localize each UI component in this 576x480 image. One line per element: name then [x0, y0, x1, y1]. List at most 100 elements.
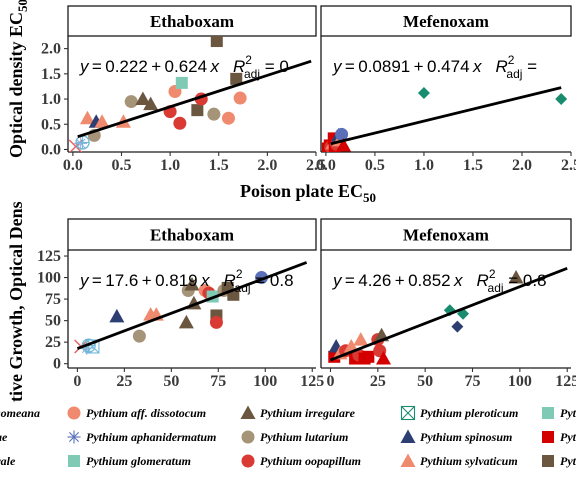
legend-entry: Pythiu	[542, 454, 576, 468]
facet-strip-label: Mefenoxam	[403, 12, 489, 31]
x-tick-label: 75	[465, 373, 481, 390]
legend-label: Pythium spinosum	[420, 430, 512, 444]
regression-line	[76, 261, 308, 350]
data-point	[210, 36, 223, 48]
x-tick-label: 0.0	[316, 157, 336, 174]
data-point	[417, 86, 430, 99]
data-point	[336, 137, 352, 152]
top-y-axis-title: Optical density EC50	[6, 0, 30, 158]
x-tick-label: 1.5	[209, 157, 229, 174]
data-point	[221, 111, 235, 125]
x-tick-label: 0.5	[111, 157, 131, 174]
x-tick-label: 0	[326, 373, 334, 390]
y-tick-label: 75	[45, 291, 61, 308]
x-tick-label: 50	[417, 373, 433, 390]
legend-label: Pythium pleroticum	[420, 406, 518, 420]
top-y-axis-title-main: Optical density EC	[6, 12, 26, 158]
legend-entry: Pythium	[542, 406, 576, 420]
legend-entry: ae	[0, 430, 8, 444]
x-tick-label: 125	[555, 373, 576, 390]
facet-strip	[67, 218, 317, 251]
legend-label: Pythium irregulare	[260, 406, 356, 420]
bottom-y-axis-title: tive Growth, Optical Dens	[6, 201, 26, 402]
x-tick-label: 2.0	[512, 157, 532, 174]
data-point	[555, 93, 568, 106]
data-point	[209, 315, 223, 329]
legend-label: Pythium aphanidermatum	[86, 430, 216, 444]
y-tick-label: 1.5	[41, 66, 61, 83]
data-point	[79, 110, 95, 125]
legend-key	[400, 405, 416, 421]
legend-label: rale	[0, 454, 16, 468]
data-point	[184, 276, 200, 291]
legend-key	[67, 406, 81, 420]
x-tick-label: 100	[508, 373, 532, 390]
legend-entry: Pythium lutarium	[241, 430, 348, 444]
regression-equation: y = 0.222 + 0.624 x R2 adj = 0	[79, 53, 289, 81]
y-tick-label: 2.0	[41, 41, 61, 58]
panel-bottom-ethaboxam: Ethaboxam 0 25 50 75 100 125 0 25 50 75 100 125 y = 1…	[37, 218, 324, 390]
x-tick-label: 25	[116, 373, 132, 390]
panel-bottom-mefenoxam: Mefenoxam 0 25 50 75 100 125 y = 4.26 + 0.852 x…	[320, 218, 576, 390]
data-point	[233, 91, 247, 105]
data-point	[124, 95, 138, 109]
legend-key	[400, 453, 416, 467]
facet-strip	[320, 5, 572, 37]
data-point	[135, 91, 151, 106]
data-point	[362, 350, 375, 363]
data-point	[451, 320, 464, 333]
legend-label: Pythium aff. dissotocum	[86, 406, 206, 420]
legend-entry: Pythium sylvaticum	[400, 453, 518, 468]
panel-top-ethaboxam: Ethaboxam 0.0 0.5 1.0 1.5 2.0 2.5 0.0 0.5 1.0 1.5 2…	[41, 5, 326, 174]
legend: someana Pythium aff. dissotocum Pythium ir…	[0, 405, 576, 468]
data-point	[75, 135, 90, 150]
data-point	[353, 332, 369, 346]
legend-key	[68, 455, 80, 467]
data-point	[173, 116, 187, 130]
x-tick-label: 2.5	[306, 157, 326, 174]
legend-label: Pythium oopapillum	[260, 454, 361, 468]
regression-line	[329, 266, 568, 362]
legend-label: someana	[0, 406, 40, 420]
facet-strip-label: Ethaboxam	[150, 12, 234, 31]
legend-entry: Pythium oopapillum	[241, 454, 361, 468]
x-tick-label: 1.5	[463, 157, 483, 174]
legend-key	[542, 407, 554, 419]
legend-entry: Pythium pleroticum	[400, 405, 518, 421]
data-point	[109, 308, 125, 323]
x-tick-label: 25	[370, 373, 386, 390]
x-tick-label: 0.0	[63, 157, 83, 174]
legend-key	[241, 430, 255, 444]
legend-key	[67, 430, 81, 444]
regression-equation: y = 17.6 + 0.819 x R2 adj = 0.8	[79, 267, 294, 295]
x-tick-label: 100	[253, 373, 277, 390]
legend-key	[542, 431, 554, 443]
x-tick-label: 1.0	[160, 157, 180, 174]
x-tick-label: 125	[300, 373, 324, 390]
legend-key	[240, 405, 256, 419]
data-point	[207, 107, 221, 121]
legend-key	[542, 455, 554, 467]
top-x-axis-title-sub: 50	[363, 190, 376, 205]
legend-entry: Pythium glomeratum	[68, 454, 191, 468]
data-point	[175, 76, 188, 89]
data-point	[230, 72, 243, 85]
facet-strip-label: Mefenoxam	[403, 226, 489, 245]
regression-equation: y = 4.26 + 0.852 x R2 adj = 0.8	[332, 267, 547, 295]
x-tick-label: 0.5	[365, 157, 385, 174]
legend-entry: Pythium aphanidermatum	[67, 430, 216, 444]
facet-strip-label: Ethaboxam	[150, 226, 234, 245]
legend-key	[241, 454, 255, 468]
facet-strip	[320, 218, 572, 251]
y-tick-label: 100	[37, 270, 61, 287]
legend-label: Pythium lutarium	[260, 430, 348, 444]
legend-entry: rale	[0, 454, 16, 468]
y-tick-label: 0.0	[41, 141, 61, 158]
panel-top-mefenoxam: Mefenoxam 0.0 0.5 1.0 1.5 2.0 2.5 y = 0.0891 + …	[316, 5, 576, 174]
data-point	[178, 314, 194, 329]
regression-equation: y = 0.0891 + 0.474 x R2 adj =	[332, 53, 537, 81]
y-tick-label: 1.0	[41, 91, 61, 108]
legend-key	[400, 429, 416, 443]
legend-entry: Pythium aff. dissotocum	[67, 406, 206, 420]
y-tick-label: 0	[53, 356, 61, 373]
